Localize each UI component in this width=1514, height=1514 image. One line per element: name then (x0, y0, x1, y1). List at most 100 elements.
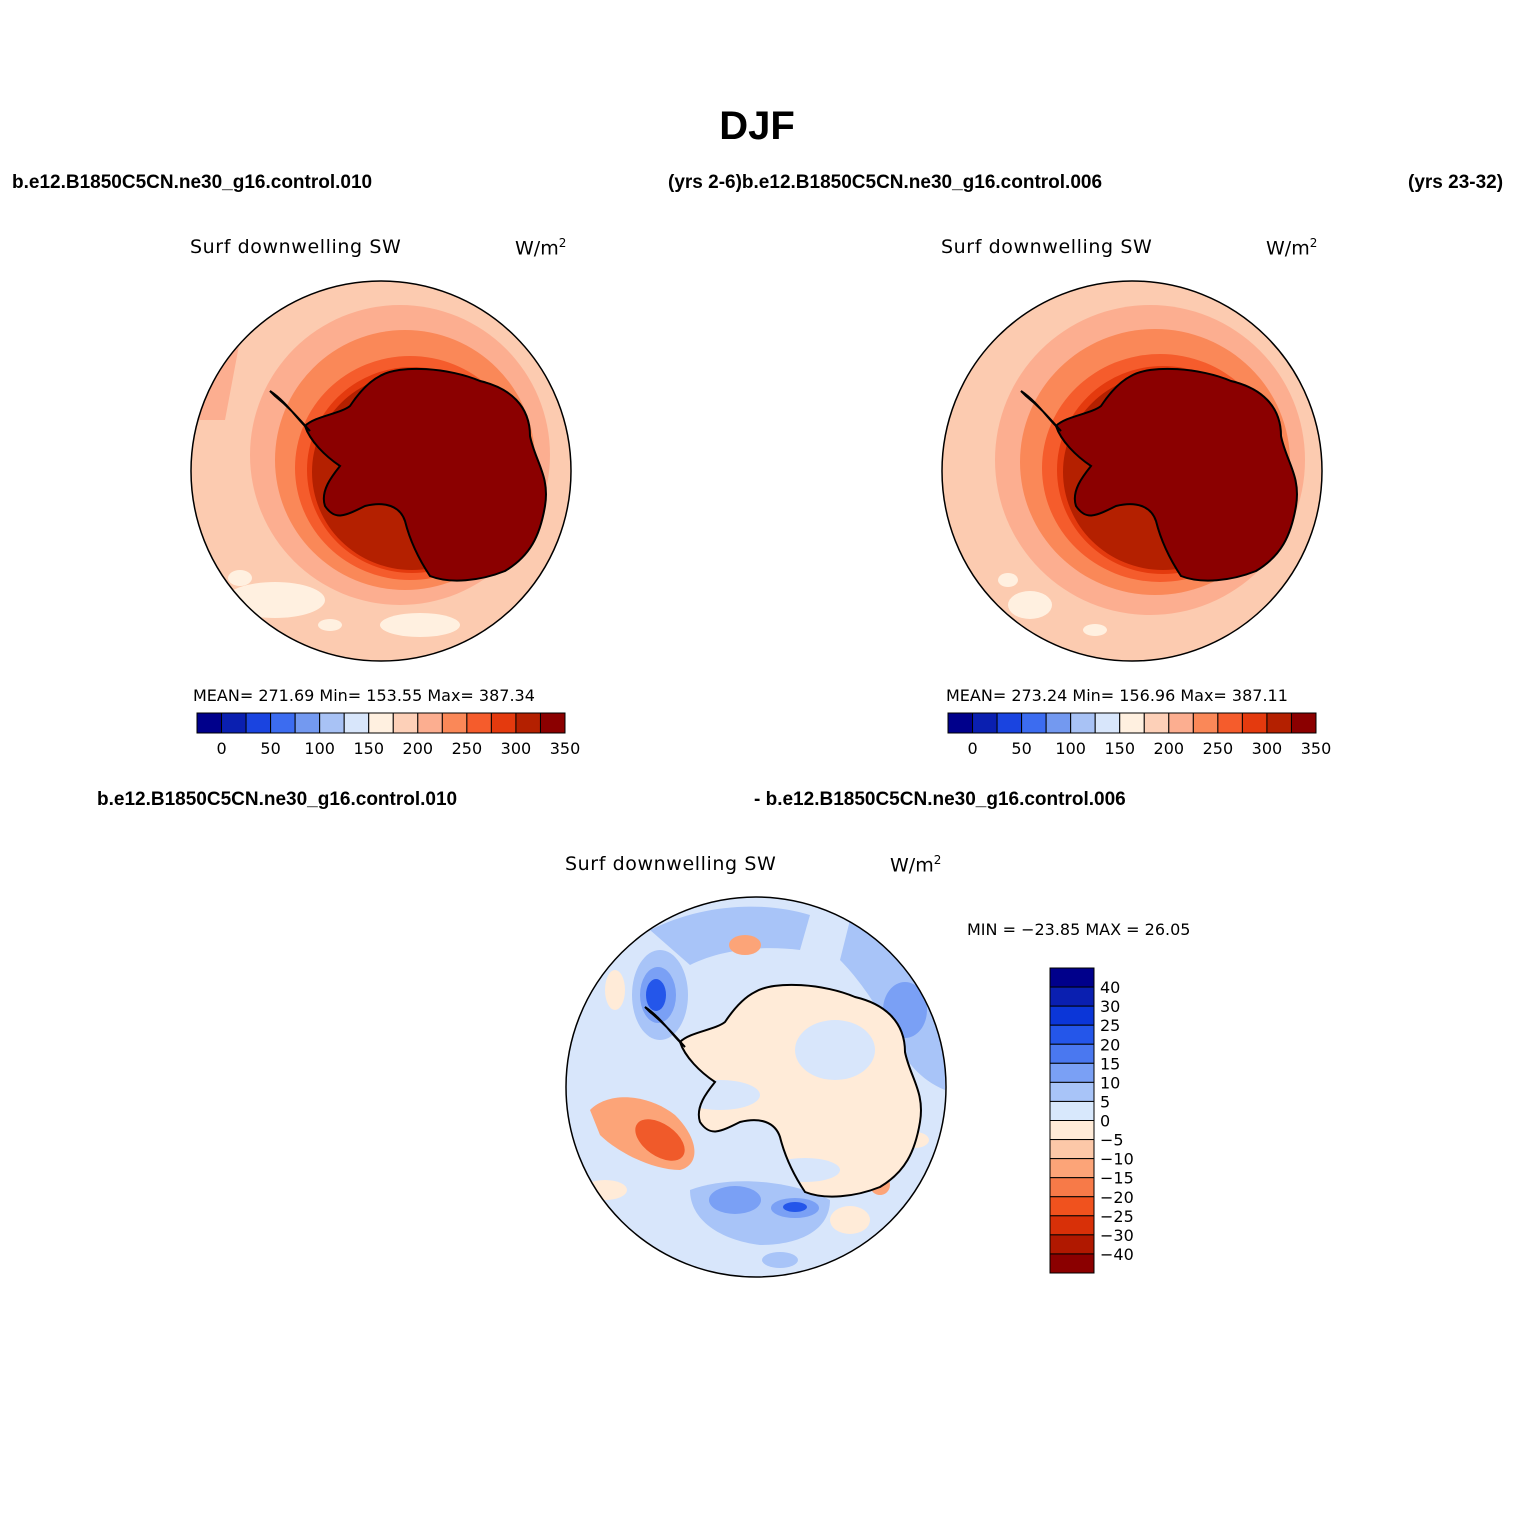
panel3-colorbar-tick-label: 20 (1100, 1035, 1120, 1054)
panel1-colorbar-swatch (343, 712, 370, 734)
panel3-title: Surf downwelling SW (565, 853, 777, 875)
panel3-colorbar-tick-label: −25 (1100, 1207, 1134, 1226)
panel3-colorbar-tick-label: 5 (1100, 1092, 1110, 1111)
panel1-field (191, 281, 571, 661)
panel3-colorbar-swatch (1049, 1177, 1095, 1198)
panel2-colorbar-swatch (1021, 712, 1047, 734)
panel2-colorbar-tick-label: 200 (1154, 739, 1185, 758)
panel3-colorbar-tick-label: 15 (1100, 1054, 1120, 1073)
panel1-units: W/m2 (515, 236, 567, 260)
panel1-colorbar-tick-label: 200 (403, 739, 434, 758)
panel1-colorbar-swatch (294, 712, 321, 734)
panel3-colorbar-swatch (1049, 1234, 1095, 1255)
panel1-colorbar-swatch (441, 712, 468, 734)
case-label-top-center: (yrs 2-6)b.e12.B1850C5CN.ne30_g16.contro… (668, 172, 1103, 193)
panel3-colorbar-swatch (1049, 1043, 1095, 1064)
panel3-colorbar-tick-label: 25 (1100, 1016, 1120, 1035)
panel2-field (942, 281, 1322, 661)
panel1-colorbar-swatch (245, 712, 272, 734)
panel2-colorbar-swatch (1119, 712, 1145, 734)
panel1-colorbar: 0 50 100 150 200 250 300 350 (196, 712, 581, 758)
panel2-colorbar-swatch (1143, 712, 1170, 734)
panel2-colorbar-swatch (996, 712, 1023, 734)
panel1-title: Surf downwelling SW (190, 236, 402, 258)
panel3-colorbar-tick-label: −40 (1100, 1245, 1134, 1264)
panel2-stats: MEAN= 273.24 Min= 156.96 Max= 387.11 (946, 686, 1288, 705)
panel3-colorbar-swatch (1049, 1253, 1095, 1274)
panel3-colorbar-swatch (1049, 986, 1095, 1007)
panel2-colorbar-tick-label: 100 (1055, 739, 1086, 758)
panel2-colorbar-swatch (1070, 712, 1096, 734)
panel1-colorbar-tick-label: 350 (550, 739, 581, 758)
panel1-colorbar-tick-label: 50 (260, 739, 280, 758)
panel3-colorbar-swatch (1049, 1081, 1095, 1102)
panel2-colorbar-swatch (947, 712, 974, 734)
panel2-units: W/m2 (1266, 236, 1318, 260)
panel2-colorbar-tick-label: 50 (1011, 739, 1031, 758)
panel2-colorbar-tick-label: 150 (1104, 739, 1135, 758)
panel1-colorbar-swatch (539, 712, 566, 734)
case-label-bottom-right: - b.e12.B1850C5CN.ne30_g16.control.006 (754, 789, 1126, 810)
panel1-colorbar-swatch (368, 712, 394, 734)
panel3-colorbar-swatch (1049, 1024, 1095, 1045)
panel1-colorbar-tick-label: 300 (501, 739, 532, 758)
panel1-colorbar-swatch (417, 712, 443, 734)
panel3-units: W/m2 (890, 853, 942, 877)
panel2-colorbar-tick-label: 300 (1252, 739, 1283, 758)
panel3-colorbar-tick-label: −5 (1100, 1131, 1124, 1150)
panel1-stats: MEAN= 271.69 Min= 153.55 Max= 387.34 (193, 686, 535, 705)
panel3-colorbar-tick-label: 40 (1100, 978, 1120, 997)
panel2-colorbar-swatch (1045, 712, 1072, 734)
panel1-colorbar-swatch (392, 712, 419, 734)
panel3-colorbar-tick-label: 30 (1100, 997, 1120, 1016)
panel2-colorbar-swatch (1094, 712, 1121, 734)
panel3-colorbar-swatch (1049, 1005, 1095, 1026)
panel2-title: Surf downwelling SW (941, 236, 1153, 258)
case-label-top-left: b.e12.B1850C5CN.ne30_g16.control.010 (12, 172, 373, 193)
panel3-colorbar-swatch (1049, 967, 1095, 988)
panel2-colorbar-tick-label: 250 (1203, 739, 1234, 758)
panel3-map-border (565, 896, 947, 1278)
panel2-colorbar-swatch (1192, 712, 1219, 734)
panel1-colorbar-swatch (490, 712, 517, 734)
panel2-colorbar-swatch (1266, 712, 1292, 734)
panel2-colorbar: 0 50 100 150 200 250 300 350 (947, 712, 1332, 758)
case-label-bottom-left: b.e12.B1850C5CN.ne30_g16.control.010 (97, 789, 458, 810)
panel2-map-border (941, 280, 1323, 662)
panel3-colorbar-swatch (1049, 1215, 1095, 1236)
panel3-colorbar-swatch (1049, 1158, 1095, 1179)
panel2-colorbar-swatch (1241, 712, 1268, 734)
panel2-colorbar-swatch (1168, 712, 1194, 734)
panel3-colorbar-swatch (1049, 1120, 1095, 1141)
panel2-colorbar-swatch (972, 712, 998, 734)
panel2-map (941, 280, 1323, 662)
panel1-colorbar-tick-label: 150 (353, 739, 384, 758)
panel1-map (190, 280, 572, 662)
panel2-colorbar-tick-label: 350 (1301, 739, 1332, 758)
panel3-colorbar-swatch (1049, 1196, 1095, 1217)
panel3-field (566, 897, 946, 1277)
panel1-colorbar-swatch (221, 712, 247, 734)
panel2-colorbar-swatch (1290, 712, 1317, 734)
panel1-colorbar-swatch (196, 712, 223, 734)
panel1-map-border (190, 280, 572, 662)
panel3-colorbar-swatch (1049, 1100, 1095, 1121)
panel1-colorbar-swatch (466, 712, 492, 734)
panel3-colorbar-tick-label: −20 (1100, 1188, 1134, 1207)
panel3-colorbar-tick-label: −15 (1100, 1169, 1134, 1188)
panel3-colorbar-tick-label: −10 (1100, 1150, 1134, 1169)
case-label-top-right: (yrs 23-32) (1408, 172, 1504, 193)
figure-title: DJF (719, 104, 795, 148)
panel1-colorbar-tick-label: 100 (304, 739, 335, 758)
panel1-colorbar-swatch (515, 712, 541, 734)
panel3-colorbar-tick-label: −30 (1100, 1226, 1134, 1245)
panel2-colorbar-swatch (1217, 712, 1243, 734)
panel3-map (565, 896, 947, 1278)
panel1-colorbar-tick-label: 250 (452, 739, 483, 758)
panel3-colorbar-swatch (1049, 1062, 1095, 1083)
panel3-colorbar-tick-label: 10 (1100, 1073, 1120, 1092)
panel1-colorbar-swatch (319, 712, 345, 734)
panel3-colorbar-swatch (1049, 1139, 1095, 1160)
